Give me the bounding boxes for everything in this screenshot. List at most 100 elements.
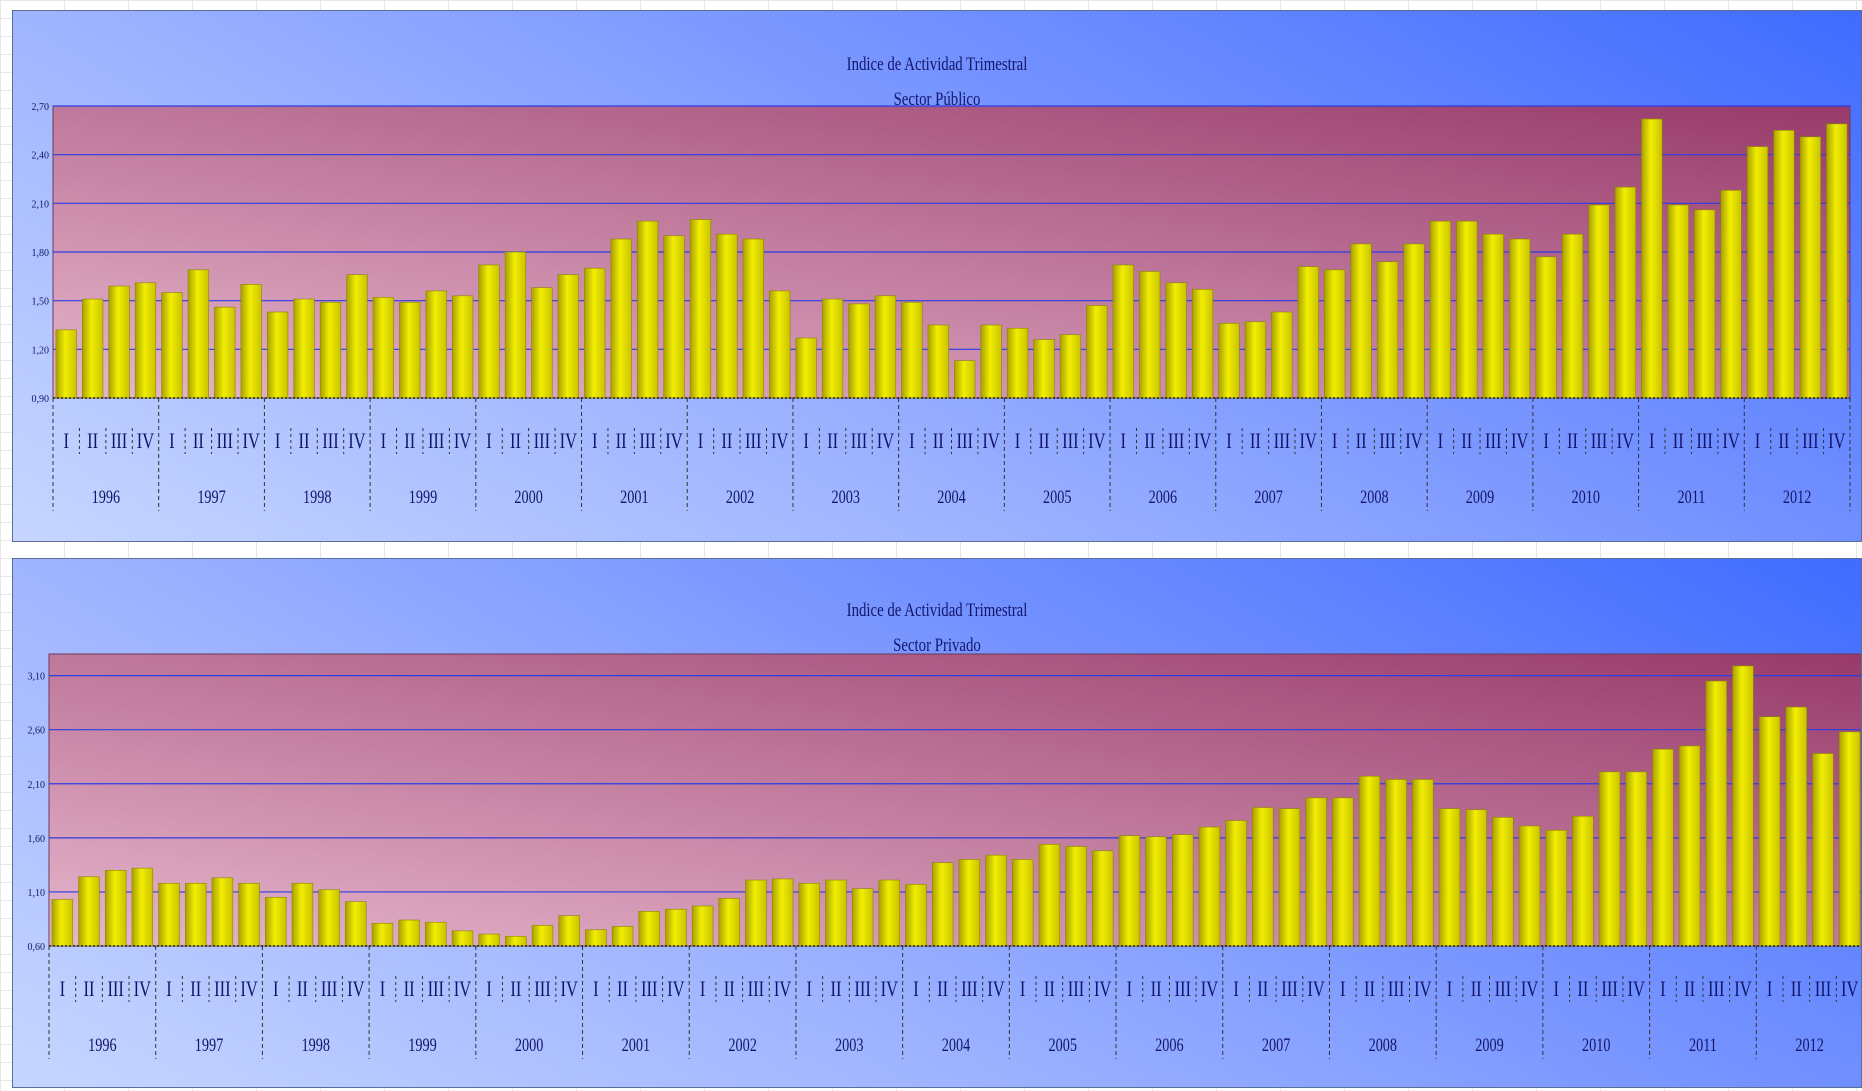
quarter-label: III	[851, 430, 867, 454]
quarter-label: IV	[454, 978, 471, 1002]
quarter-label: IV	[560, 430, 577, 454]
y-tick-label: 2,70	[32, 102, 50, 113]
quarter-label: IV	[1628, 978, 1645, 1002]
bar	[134, 282, 157, 399]
bar	[1145, 836, 1167, 947]
bar	[1086, 305, 1108, 399]
chart-sector-privado[interactable]: Indice de Actividad Trimestral Sector Pr…	[12, 558, 1862, 1088]
quarter-label: IV	[1734, 978, 1751, 1002]
y-tick-label: 1,80	[32, 248, 50, 259]
quarter-label: II	[933, 430, 944, 454]
bar	[1799, 136, 1821, 399]
bar	[78, 876, 100, 947]
quarter-label: I	[169, 430, 175, 454]
year-label: 2000	[515, 1034, 543, 1055]
quarter-label: II	[617, 978, 628, 1002]
bar	[51, 899, 74, 947]
quarter-label: III	[956, 430, 972, 454]
quarter-label: IV	[348, 430, 365, 454]
bar	[1482, 233, 1504, 399]
quarter-label: III	[534, 430, 550, 454]
bar	[689, 219, 712, 399]
bar	[878, 879, 901, 947]
bar	[1006, 327, 1029, 399]
bar	[265, 897, 287, 947]
bar	[985, 854, 1007, 947]
bar	[1720, 190, 1742, 399]
y-tick-label: 0,90	[32, 394, 50, 405]
bar	[240, 284, 262, 399]
quarter-label: III	[534, 978, 550, 1002]
bar	[1278, 808, 1301, 947]
quarter-label: I	[381, 430, 387, 454]
bar	[558, 915, 580, 947]
bar	[771, 878, 794, 947]
quarter-label: II	[1673, 430, 1684, 454]
quarter-label: I	[1755, 430, 1761, 454]
quarter-label: I	[1553, 978, 1559, 1002]
bar	[954, 360, 976, 399]
quarter-label: II	[1778, 430, 1789, 454]
bar	[1438, 808, 1461, 947]
quarter-label: III	[1175, 978, 1191, 1002]
year-label: 2006	[1155, 1034, 1183, 1055]
quarter-label: I	[1447, 978, 1453, 1002]
bar	[795, 337, 817, 399]
bar	[901, 301, 923, 399]
quarter-label: IV	[242, 430, 259, 454]
bar	[1694, 209, 1716, 399]
y-tick-label: 2,60	[28, 726, 46, 737]
bar	[1509, 238, 1531, 399]
bar	[1350, 243, 1372, 399]
quarter-label: I	[592, 430, 598, 454]
year-label: 2001	[620, 486, 648, 507]
quarter-label: I	[166, 978, 172, 1002]
chart-svg: 0,901,201,501,802,102,402,70I II III IV1996…	[32, 102, 1851, 511]
quarter-label: III	[1388, 978, 1404, 1002]
year-label: 1996	[88, 1034, 116, 1055]
quarter-label: IV	[1194, 430, 1211, 454]
bar	[1403, 243, 1425, 399]
quarter-label: III	[321, 978, 337, 1002]
bar	[1112, 264, 1134, 399]
quarter-label: II	[937, 978, 948, 1002]
quarter-label: I	[807, 978, 813, 1002]
y-tick-label: 2,40	[32, 151, 50, 162]
quarter-label: III	[1068, 978, 1084, 1002]
quarter-label: IV	[347, 978, 364, 1002]
chart-sector-publico[interactable]: Indice de Actividad Trimestral Sector Pú…	[12, 10, 1862, 542]
bar	[769, 290, 791, 399]
quarter-label: III	[1601, 978, 1617, 1002]
bar	[291, 882, 314, 947]
quarter-label: IV	[1201, 978, 1218, 1002]
bar	[610, 238, 632, 399]
bar	[1758, 716, 1781, 947]
quarter-label: III	[854, 978, 870, 1002]
quarter-label: III	[1696, 430, 1712, 454]
year-label: 1998	[302, 1034, 330, 1055]
y-tick-label: 2,10	[32, 199, 50, 210]
quarter-label: I	[1015, 430, 1021, 454]
bar	[1172, 834, 1194, 947]
bar	[318, 889, 340, 947]
bar	[848, 303, 870, 399]
bar	[691, 905, 714, 947]
quarter-label: III	[641, 978, 657, 1002]
quarter-label: II	[1364, 978, 1375, 1002]
quarter-label: III	[1495, 978, 1511, 1002]
year-label: 2006	[1149, 486, 1177, 507]
quarter-label: II	[1144, 430, 1155, 454]
bar	[1139, 271, 1161, 399]
quarter-label: II	[87, 430, 98, 454]
year-label: 2002	[728, 1034, 756, 1055]
quarter-label: I	[60, 978, 66, 1002]
quarter-label: III	[428, 978, 444, 1002]
bar	[214, 306, 236, 399]
bar	[905, 884, 927, 947]
bar	[1678, 745, 1701, 947]
bar	[1059, 334, 1082, 399]
quarter-label: IV	[1722, 430, 1739, 454]
quarter-label: IV	[1094, 978, 1111, 1002]
bar	[1535, 256, 1557, 399]
quarter-label: IV	[982, 430, 999, 454]
